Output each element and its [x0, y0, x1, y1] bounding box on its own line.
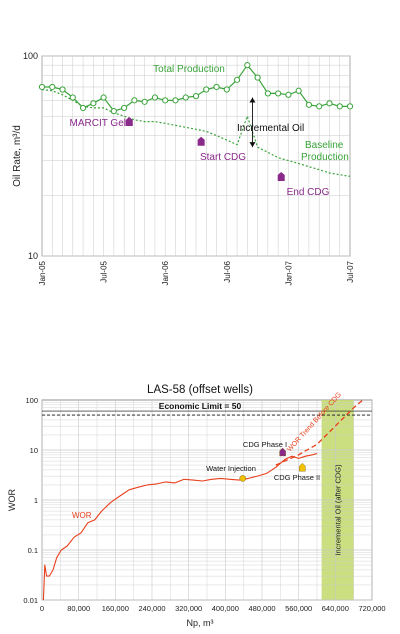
x-tick-label: Jul-07	[346, 260, 355, 282]
x-tick-label: Jan-06	[161, 260, 170, 285]
y-tick-label: 0.01	[23, 596, 38, 605]
x-tick-label: 80,000	[67, 604, 90, 613]
x-tick-label: 560,000	[285, 604, 312, 613]
y-tick-label: 100	[25, 396, 38, 405]
y-tick-label: 1	[34, 496, 38, 505]
x-tick-label: 0	[40, 604, 44, 613]
x-tick-label: 640,000	[322, 604, 349, 613]
total-production-point	[213, 83, 220, 91]
total-production-point	[233, 76, 241, 83]
total-production-point	[192, 93, 200, 100]
x-axis-title: Np, m³	[187, 618, 214, 628]
end-cdg-marker	[277, 172, 285, 182]
incremental-arrow-head-down	[249, 142, 256, 148]
x-tick-label: 240,000	[138, 604, 165, 613]
total-production-point	[79, 104, 87, 112]
total-production-point	[275, 90, 282, 97]
total-production-point	[69, 94, 76, 101]
annotation-start-cdg: Start CDG	[200, 152, 246, 163]
total-production-point	[346, 103, 354, 110]
wor-chart: LAS-58 (offset wells) Economic Limit = 50…	[7, 384, 386, 628]
total-production-point	[121, 104, 128, 112]
cdg-phase-2-marker	[299, 462, 306, 472]
x-tick-label: 400,000	[212, 604, 239, 613]
y-tick-label: 100	[23, 51, 38, 61]
annotation-wor: WOR	[72, 511, 92, 520]
x-tick-label: 160,000	[102, 604, 129, 613]
x-tick-label: 720,000	[358, 604, 385, 613]
series-baseline-production	[41, 88, 351, 177]
marcit-gels-marker	[125, 116, 133, 126]
economic-limit-label: Economic Limit = 50	[159, 401, 242, 411]
total-production-point	[38, 83, 46, 91]
total-production-point	[151, 94, 159, 101]
water-injection-marker	[239, 475, 246, 482]
y-tick-label: 0.1	[28, 546, 38, 555]
y-axis-title: Oil Rate, m³/d	[12, 125, 23, 187]
x-tick-label: Jul-05	[100, 260, 109, 282]
y-axis-title: WOR	[7, 489, 17, 511]
annotation-cdg-phase-2: CDG Phase II	[274, 473, 320, 482]
total-production-point	[203, 86, 210, 93]
total-production-point	[162, 97, 169, 104]
y-tick-label: 10	[28, 251, 38, 261]
total-production-point	[172, 97, 179, 104]
total-production-point	[141, 98, 148, 105]
annotation-total-production: Total Production	[153, 64, 225, 75]
total-production-point	[182, 94, 189, 101]
y-tick-label: 10	[30, 446, 38, 455]
band-label: Incremental Oil (after CDG)	[334, 464, 343, 556]
total-production-point	[316, 103, 323, 110]
total-production-point	[285, 91, 292, 98]
total-production-point	[336, 103, 343, 110]
series-wor-trend-before-cdg	[275, 399, 364, 466]
x-tick-label: Jan-07	[284, 260, 293, 285]
total-production-point	[305, 101, 313, 108]
total-production-point	[110, 108, 117, 115]
total-production-point	[100, 94, 107, 101]
total-production-point	[254, 74, 261, 81]
annotation-baseline: Baseline	[305, 140, 344, 151]
annotation-cdg-phase-1: CDG Phase I	[243, 440, 287, 449]
total-production-point	[90, 100, 97, 107]
total-production-point	[223, 86, 230, 93]
x-tick-label: Jul-06	[223, 260, 232, 282]
annotation-marcit-gels: MARCIT Gels	[70, 118, 132, 129]
total-production-point	[295, 87, 302, 94]
x-tick-label: Jan-05	[38, 260, 47, 285]
cdg-phase-1-marker	[279, 447, 286, 457]
annotation-end-cdg: End CDG	[287, 187, 330, 198]
total-production-point	[49, 83, 56, 91]
annotation-water-injection: Water Injection	[206, 464, 256, 473]
annotation-production: Production	[301, 152, 349, 163]
x-tick-label: 320,000	[175, 604, 202, 613]
start-cdg-marker	[197, 136, 205, 146]
total-production-point	[59, 86, 66, 93]
x-tick-label: 480,000	[248, 604, 275, 613]
total-production-point	[264, 90, 271, 97]
annotation-incremental-oil: Incremental Oil	[237, 123, 304, 134]
chart-title: LAS-58 (offset wells)	[147, 384, 253, 396]
series-wor	[42, 452, 318, 601]
total-production-point	[326, 100, 333, 107]
total-production-point	[131, 97, 138, 104]
total-production-point	[244, 62, 251, 69]
incremental-arrow-head-up	[249, 97, 256, 103]
